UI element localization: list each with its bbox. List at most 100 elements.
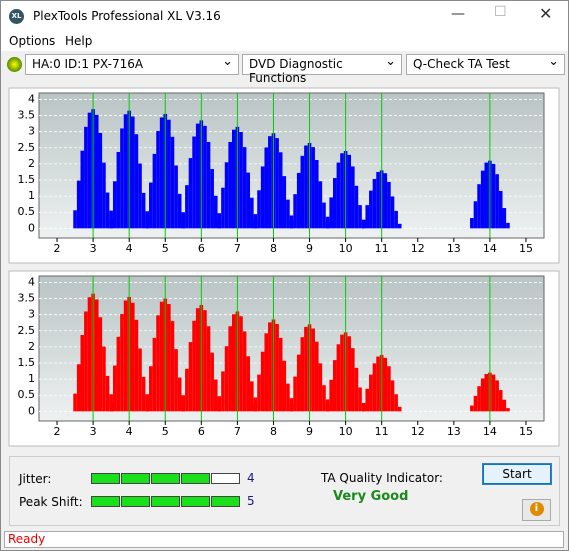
- info-button[interactable]: i: [522, 499, 551, 521]
- meter-box: [91, 473, 120, 484]
- function-select[interactable]: DVD Diagnostic Functions: [242, 54, 402, 85]
- histogram-bar: [394, 394, 398, 412]
- drive-select[interactable]: HA:0 ID:1 PX-716A: [25, 54, 239, 75]
- histogram-bar: [228, 326, 232, 412]
- y-tick-label: 0: [28, 404, 35, 417]
- histogram-bar: [397, 223, 402, 229]
- menu-item[interactable]: Options: [9, 34, 56, 48]
- histogram-bar: [84, 126, 88, 229]
- histogram-bar: [134, 319, 139, 412]
- x-tick-label: 3: [90, 425, 97, 438]
- histogram-bar: [206, 326, 211, 412]
- y-tick-label: 0.5: [18, 205, 36, 218]
- x-tick-label: 8: [270, 425, 277, 438]
- y-tick-label: 3.5: [18, 109, 36, 122]
- histogram-bar: [152, 153, 157, 229]
- meter-label: Jitter:: [19, 472, 52, 486]
- test-select[interactable]: Q-Check TA Test: [406, 54, 565, 75]
- histogram-bar: [365, 205, 370, 229]
- histogram-bar: [286, 383, 290, 412]
- histogram-bar: [177, 377, 182, 412]
- histogram-bar: [130, 116, 135, 229]
- histogram-bar: [397, 406, 402, 412]
- histogram-bar: [491, 374, 496, 412]
- maximize[interactable]: ☐: [494, 4, 507, 20]
- histogram-bar: [138, 163, 142, 229]
- histogram-bar: [311, 147, 315, 229]
- meter-box: [151, 496, 180, 507]
- histogram-bar: [145, 211, 150, 229]
- histogram-bar: [502, 399, 507, 412]
- histogram-bar: [224, 346, 229, 412]
- x-tick-label: 8: [270, 242, 277, 255]
- histogram-bar: [170, 321, 175, 412]
- histogram-bar: [102, 346, 106, 412]
- histogram-bar: [340, 334, 344, 412]
- y-tick-label: 2.5: [18, 141, 36, 154]
- window-title: PlexTools Professional XL V3.16: [33, 9, 221, 23]
- start-button[interactable]: Start: [482, 463, 552, 485]
- histogram-bar: [314, 341, 319, 412]
- histogram-bar: [109, 210, 113, 229]
- histogram-bar: [105, 192, 110, 229]
- x-tick-label: 7: [234, 425, 241, 438]
- histogram-bar: [477, 386, 481, 412]
- histogram-bar: [300, 155, 305, 229]
- histogram-bar: [246, 356, 251, 412]
- y-tick-label: 3.5: [18, 292, 36, 305]
- results-panel: [9, 456, 560, 526]
- histogram-bar: [116, 336, 121, 412]
- histogram-bar: [394, 210, 398, 229]
- meter-box: [211, 473, 240, 484]
- y-tick-label: 1.5: [18, 356, 36, 369]
- histogram-bar: [470, 405, 474, 412]
- histogram-bar: [231, 314, 236, 412]
- charts: 00.511.522.533.542 3 4 5 6 7 8 9 10 11 12 13 14 1500.…: [8, 87, 560, 447]
- histogram-bar: [239, 316, 243, 412]
- histogram-bar: [477, 184, 481, 229]
- minimize[interactable]: —: [451, 6, 465, 22]
- histogram-bar: [84, 311, 88, 412]
- histogram-bar: [473, 201, 478, 229]
- histogram-bar: [257, 374, 261, 412]
- histogram-bar: [311, 328, 315, 412]
- x-tick-label: 15: [519, 242, 533, 255]
- histogram-bar: [94, 299, 99, 412]
- histogram-bar: [192, 136, 196, 229]
- histogram-bar: [159, 301, 164, 412]
- histogram-bar: [372, 179, 377, 229]
- histogram-bar: [76, 364, 81, 412]
- histogram-bar: [354, 185, 359, 229]
- histogram-bar: [156, 315, 160, 412]
- histogram-bar: [383, 173, 388, 229]
- histogram-bar: [257, 190, 261, 229]
- histogram-bar: [289, 398, 294, 412]
- histogram-bar: [120, 128, 124, 229]
- histogram-bar: [336, 162, 341, 229]
- x-tick-label: 5: [162, 425, 169, 438]
- histogram-bar: [105, 375, 110, 412]
- histogram-bar: [123, 114, 128, 229]
- histogram-bar: [253, 397, 258, 412]
- histogram-bar: [188, 342, 193, 412]
- x-tick-label: 12: [411, 425, 425, 438]
- histogram-bar: [484, 373, 489, 412]
- histogram-bar: [192, 320, 196, 412]
- close[interactable]: ✕: [539, 4, 553, 23]
- y-tick-label: 0: [28, 221, 35, 234]
- histogram-bar: [210, 352, 214, 412]
- menu-item[interactable]: Help: [65, 34, 93, 48]
- y-tick-label: 0.5: [18, 388, 36, 401]
- histogram-bar: [322, 202, 326, 229]
- histogram-bar: [372, 363, 377, 412]
- histogram-bar: [332, 178, 337, 229]
- histogram-bar: [231, 129, 236, 229]
- histogram-bar: [340, 153, 344, 229]
- histogram-bar: [351, 166, 355, 229]
- x-tick-label: 13: [447, 425, 461, 438]
- histogram-bar: [275, 138, 279, 229]
- x-tick-label: 9: [306, 425, 313, 438]
- meter-box: [91, 496, 120, 507]
- y-tick-label: 2: [28, 340, 35, 353]
- x-tick-label: 14: [483, 425, 497, 438]
